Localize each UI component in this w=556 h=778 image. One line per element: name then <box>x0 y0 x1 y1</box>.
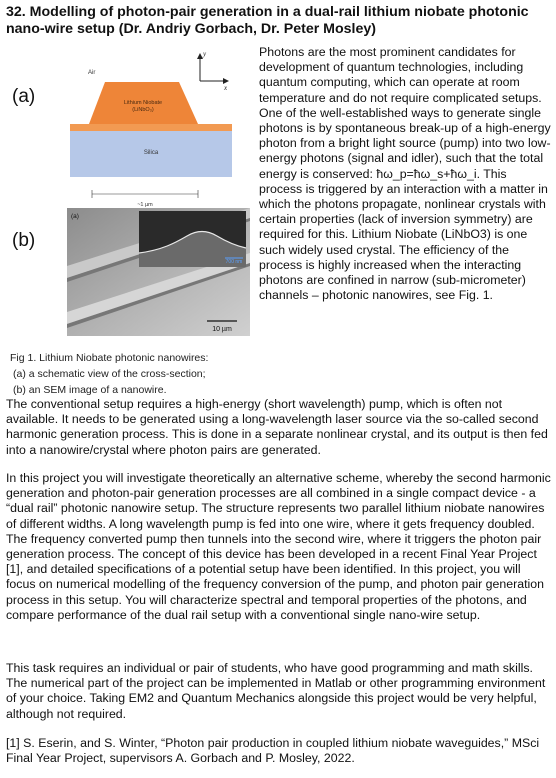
figure-label-a: (a) <box>12 86 36 107</box>
y-axis-label: y <box>202 50 207 58</box>
caption-line: (a) a schematic view of the cross-sectio… <box>13 368 206 380</box>
air-label: Air <box>88 70 95 76</box>
sem-image: 700 nm (a) 10 µm <box>67 208 250 336</box>
silica-label: Silica <box>144 150 159 156</box>
waveguide-label-line1: Lithium Niobate <box>124 100 162 106</box>
axes-icon: y x <box>197 50 229 92</box>
page-title: 32. Modelling of photon-pair generation … <box>6 4 529 37</box>
waveguide-label-line2: (LiNbO₃) <box>132 107 154 113</box>
thin-film-layer <box>70 124 232 131</box>
figure-1: (a) (b) Air y x Lithium Niobate (LiNbO₃)… <box>0 44 258 394</box>
figure-label-b: (b) <box>12 230 36 251</box>
paragraph-project-description: In this project you will investigate the… <box>6 471 551 622</box>
figure-caption: Fig 1. Lithium Niobate photonic nanowire… <box>10 350 208 398</box>
reference: [1] S. Eserin, and S. Winter, “Photon pa… <box>6 736 540 766</box>
paragraph-requirements: This task requires an individual or pair… <box>6 661 546 721</box>
intro-paragraph: Photons are the most prominent candidate… <box>259 45 551 303</box>
sem-scale-label: 10 µm <box>212 326 232 333</box>
inset-scale-label: 700 nm <box>226 259 243 265</box>
cross-section-schematic: Air y x Lithium Niobate (LiNbO₃) Silica … <box>70 50 232 208</box>
sem-panel-label: (a) <box>71 213 79 220</box>
x-axis-label: x <box>223 84 228 92</box>
lithium-niobate-waveguide <box>89 82 198 124</box>
schematic-scale-label: ~1 µm <box>137 202 153 208</box>
silica-substrate <box>70 131 232 177</box>
caption-line: (b) an SEM image of a nanowire. <box>13 384 167 396</box>
paragraph-conventional-setup: The conventional setup requires a high-e… <box>6 397 548 457</box>
caption-line: Fig 1. Lithium Niobate photonic nanowire… <box>10 352 209 364</box>
